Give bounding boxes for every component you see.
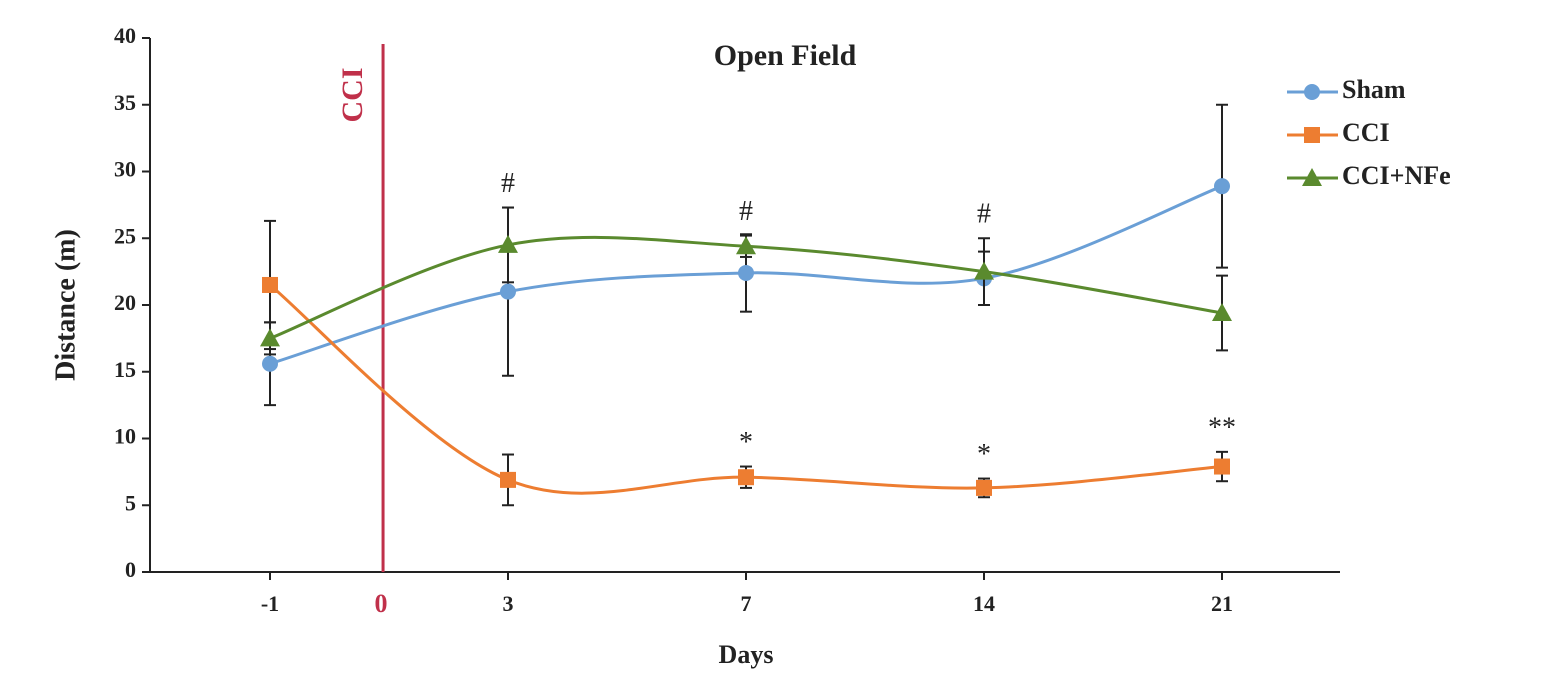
y-tick-label: 40 <box>114 23 136 48</box>
y-tick-label: 10 <box>114 424 136 449</box>
marker <box>498 234 518 253</box>
significance-label: * <box>977 439 991 470</box>
x-tick-label: 14 <box>973 591 995 616</box>
x-tick-label: 7 <box>741 591 752 616</box>
legend-label: CCI <box>1342 118 1390 147</box>
marker <box>1304 127 1320 143</box>
marker <box>1302 168 1322 186</box>
significance-label: # <box>501 168 515 199</box>
x-tick-label: -1 <box>261 591 279 616</box>
marker <box>1212 303 1232 322</box>
y-tick-label: 35 <box>114 90 136 115</box>
significance-label: ** <box>1208 412 1236 443</box>
y-tick-label: 25 <box>114 223 136 248</box>
y-tick-label: 15 <box>114 357 136 382</box>
significance-label: # <box>739 196 753 227</box>
significance-label: * <box>739 427 753 458</box>
y-tick-label: 0 <box>125 557 136 582</box>
significance-label: # <box>977 199 991 230</box>
marker <box>500 471 516 488</box>
chart-title: Open Field <box>714 39 857 72</box>
marker <box>736 236 756 255</box>
marker <box>976 479 992 496</box>
y-axis-label: Distance (m) <box>50 229 81 381</box>
marker <box>262 355 278 372</box>
legend-label: Sham <box>1342 75 1406 104</box>
y-tick-label: 5 <box>125 490 136 515</box>
marker <box>262 276 278 293</box>
x-tick-label: 3 <box>503 591 514 616</box>
marker <box>738 264 754 281</box>
marker <box>1214 178 1230 195</box>
marker <box>500 283 516 300</box>
x-axis-label: Days <box>719 640 774 669</box>
y-tick-label: 30 <box>114 157 136 182</box>
marker <box>974 261 994 280</box>
marker <box>738 469 754 486</box>
legend-label: CCI+NFe <box>1342 161 1451 190</box>
x-tick-label: 21 <box>1211 591 1233 616</box>
marker <box>1304 84 1320 100</box>
marker <box>1214 458 1230 475</box>
event-label: CCI <box>336 67 369 122</box>
event-x-label: 0 <box>375 589 388 618</box>
y-tick-label: 20 <box>114 290 136 315</box>
marker <box>260 328 280 347</box>
